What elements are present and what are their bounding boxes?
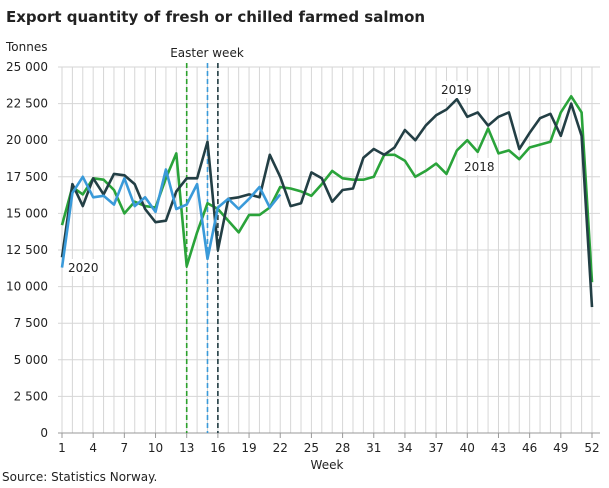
series-line-2019 bbox=[60, 97, 594, 308]
x-tick-label: 34 bbox=[397, 441, 412, 455]
series-label-2019: 2019 bbox=[441, 83, 472, 97]
y-tick-label: 0 bbox=[40, 426, 48, 440]
y-tick-label: 12 500 bbox=[6, 243, 48, 257]
source-note: Source: Statistics Norway. bbox=[2, 470, 157, 484]
x-tick-label: 10 bbox=[148, 441, 163, 455]
x-tick-label: 16 bbox=[210, 441, 225, 455]
x-tick-label: 19 bbox=[241, 441, 256, 455]
series-label-2018: 2018 bbox=[464, 160, 495, 174]
x-tick-label: 46 bbox=[522, 441, 537, 455]
x-tick-label: 1 bbox=[58, 441, 66, 455]
chart-title: Export quantity of fresh or chilled farm… bbox=[6, 8, 425, 26]
y-tick-label: 22 500 bbox=[6, 97, 48, 111]
series-label-background bbox=[65, 259, 101, 276]
y-tick-label: 20 000 bbox=[6, 133, 48, 147]
x-axis-label: Week bbox=[311, 458, 344, 472]
x-tick-label: 40 bbox=[460, 441, 475, 455]
y-tick-label: 7 500 bbox=[14, 316, 48, 330]
series-line-2020 bbox=[60, 168, 282, 268]
x-tick-label: 43 bbox=[491, 441, 506, 455]
y-tick-label: 15 000 bbox=[6, 206, 48, 220]
y-tick-label: 10 000 bbox=[6, 280, 48, 294]
x-tick-label: 52 bbox=[584, 441, 599, 455]
x-tick-label: 7 bbox=[121, 441, 129, 455]
x-tick-label: 28 bbox=[335, 441, 350, 455]
x-tick-label: 22 bbox=[273, 441, 288, 455]
easter-week-label: Easter week bbox=[170, 46, 244, 60]
series-label-background bbox=[461, 158, 497, 175]
x-tick-label: 25 bbox=[304, 441, 319, 455]
x-tick-label: 31 bbox=[366, 441, 381, 455]
x-tick-label: 4 bbox=[89, 441, 97, 455]
y-tick-label: 2 500 bbox=[14, 389, 48, 403]
y-axis-label: Tonnes bbox=[5, 40, 47, 54]
series-label-background bbox=[438, 81, 474, 98]
y-tick-label: 25 000 bbox=[6, 60, 48, 74]
x-tick-label: 37 bbox=[428, 441, 443, 455]
y-tick-label: 5 000 bbox=[14, 353, 48, 367]
x-tick-label: 13 bbox=[179, 441, 194, 455]
x-tick-label: 49 bbox=[553, 441, 568, 455]
y-tick-label: 17 500 bbox=[6, 170, 48, 184]
series-label-2020: 2020 bbox=[68, 261, 99, 275]
